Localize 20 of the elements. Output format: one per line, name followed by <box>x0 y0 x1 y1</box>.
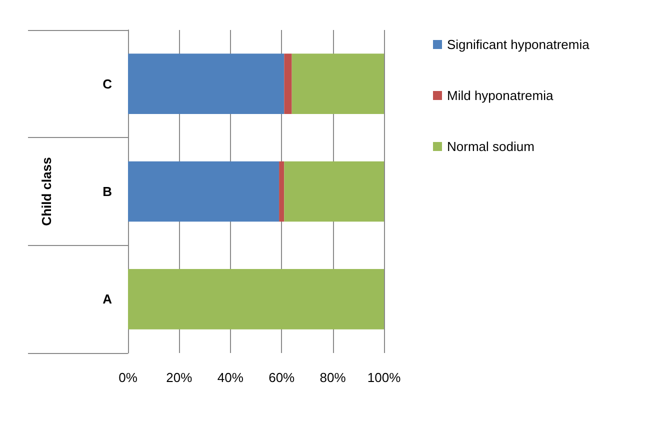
bar <box>279 161 284 222</box>
x-tick-label: 100% <box>367 370 402 385</box>
bar <box>128 161 280 222</box>
x-tick-label: 60% <box>268 370 296 385</box>
x-tick-label: 20% <box>166 370 193 385</box>
x-tick-label: 0% <box>118 370 138 385</box>
legend-label: Mild hyponatremia <box>447 88 554 103</box>
legend-label: Significant hyponatremia <box>447 37 590 52</box>
bar <box>284 54 292 114</box>
y-axis-title: Child class <box>39 157 54 226</box>
y-tick-label: B <box>102 184 112 199</box>
bar <box>128 269 384 330</box>
bar <box>284 161 384 222</box>
bar <box>292 54 384 114</box>
y-tick-label: A <box>102 292 113 307</box>
x-tick-label: 40% <box>217 370 244 385</box>
x-tick-label: 80% <box>320 370 346 385</box>
y-tick-label: C <box>102 76 113 92</box>
legend-label: Normal sodium <box>447 139 534 154</box>
bar <box>128 54 284 114</box>
